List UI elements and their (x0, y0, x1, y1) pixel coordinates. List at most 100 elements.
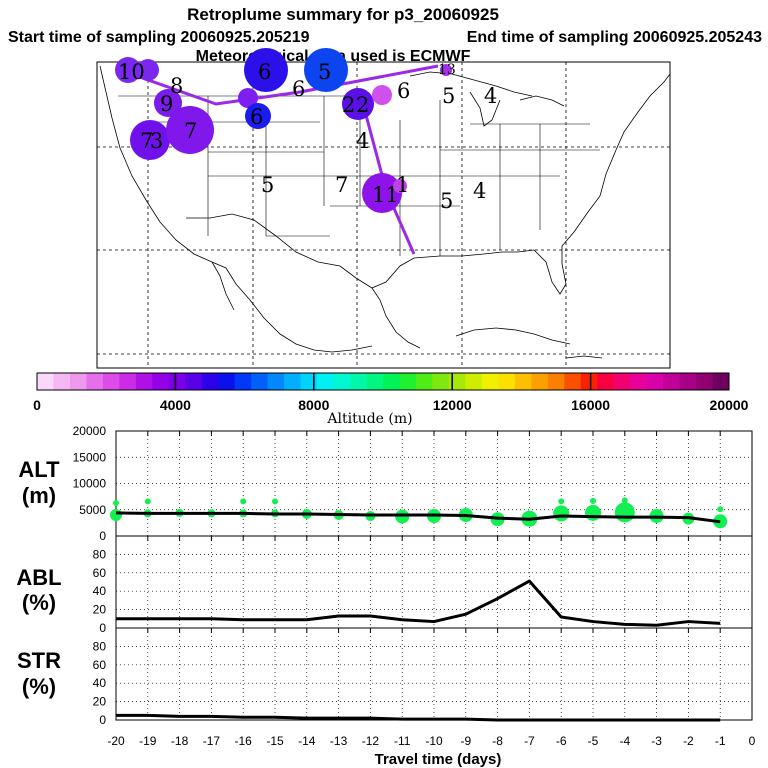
map-coastlines (99, 65, 671, 359)
x-tick-label: -16 (235, 734, 253, 748)
plume-marker (238, 88, 258, 108)
x-tick-label: 0 (749, 734, 756, 748)
altitude-cluster-point (614, 502, 635, 523)
x-tick-label: -11 (394, 734, 411, 748)
colorbar-swatch (317, 373, 335, 390)
colorbar-swatch (251, 373, 269, 390)
plume-marker (166, 106, 214, 154)
plume-marker (372, 85, 392, 105)
altitude-cluster-point-secondary (240, 498, 247, 505)
colorbar-tick-label: 16000 (571, 397, 610, 413)
y-tick-label: 20 (93, 603, 107, 617)
y-tick-label: 15000 (73, 450, 107, 464)
x-tick-label: -13 (330, 734, 348, 748)
colorbar-swatch (284, 373, 302, 390)
colorbar-swatch (597, 373, 615, 390)
x-tick-label: -14 (298, 734, 316, 748)
colorbar-swatch (383, 373, 400, 390)
colorbar-swatch (86, 373, 104, 390)
plume-label-5a: 5 (318, 60, 331, 84)
colorbar-swatch (481, 373, 499, 390)
colorbar-swatch (465, 373, 483, 390)
plume-marker (154, 89, 182, 117)
plume-marker (115, 57, 141, 83)
plume-label-9: 9 (160, 92, 173, 116)
colorbar-tick-label: 4000 (160, 397, 191, 413)
x-tick-label: -9 (460, 734, 471, 748)
plume-label-13: 13 (438, 62, 456, 78)
altitude-cluster-point (585, 504, 601, 521)
plume-labels: 10 8 9 7 3 7 6 6 6 5 2 2 6 5 4 4 5 7 11 … (118, 60, 497, 213)
x-tick-label: -5 (588, 734, 599, 748)
plume-label-2b: 2 (356, 93, 369, 117)
colorbar-swatch (185, 373, 203, 390)
plume-label-4c: 4 (473, 179, 486, 203)
plume-map: 10 8 9 7 3 7 6 6 6 5 2 2 6 5 4 4 5 7 11 … (96, 48, 671, 369)
plume-label-3: 3 (150, 129, 163, 153)
colorbar-frame (36, 372, 730, 391)
plume-marker (130, 120, 170, 160)
colorbar-swatch (564, 373, 582, 390)
plume-label-5c: 5 (261, 173, 274, 197)
y-tick-label: 0 (99, 529, 106, 543)
plume-marker (244, 48, 288, 92)
colorbar-swatch (580, 373, 598, 390)
panel-str: 0 20 40 60 80 STR(%) (17, 627, 753, 727)
x-tick-label: -6 (556, 734, 567, 748)
plume-label-11: 11 (372, 183, 399, 207)
plume-marker (393, 179, 407, 193)
series-line-alt (115, 511, 721, 524)
plume-marker (245, 103, 271, 129)
plume-marker (440, 64, 452, 76)
plume-marker (137, 59, 159, 81)
plume-label-6a: 6 (258, 60, 271, 84)
colorbar-swatch (152, 373, 170, 390)
panel-ylabel-unit: (%) (22, 590, 56, 615)
colorbar-swatch (37, 373, 54, 390)
colorbar-swatch (135, 373, 153, 390)
plume-label-6c: 6 (250, 105, 263, 129)
x-tick-label: -17 (203, 734, 221, 748)
altitude-cluster-point (110, 509, 122, 521)
y-tick-label: 80 (93, 547, 107, 561)
colorbar-swatch (234, 373, 252, 390)
altitude-cluster-point-secondary (272, 498, 278, 505)
colorbar-tick-label: 20000 (710, 397, 749, 413)
plume-label-7a: 7 (140, 129, 153, 153)
panel-abl: 0 20 40 60 80 ABL(%) (16, 535, 753, 635)
colorbar-tick-label: 8000 (298, 397, 329, 413)
figure-title: Retroplume summary for p3_20060925 (187, 5, 499, 24)
colorbar-swatch (498, 373, 516, 390)
plume-marker (362, 173, 402, 213)
x-axis-label: Travel time (days) (375, 751, 502, 768)
plume-label-10: 10 (118, 60, 145, 84)
colorbar-swatch (613, 373, 631, 390)
altitude-cluster-point (553, 505, 570, 522)
altitude-cluster-point-secondary (621, 497, 628, 504)
colorbar-swatch (531, 373, 549, 390)
colorbar-swatch (218, 373, 236, 390)
panel-ylabel: ALT (18, 457, 60, 482)
x-tick-label: -8 (492, 734, 503, 748)
start-time-label: Start time of sampling 20060925.205219 (8, 29, 310, 46)
colorbar-swatch (547, 373, 565, 390)
colorbar-swatch (69, 373, 87, 390)
colorbar-swatch (333, 373, 351, 390)
y-tick-label: 40 (93, 676, 107, 690)
colorbar-tick-label: 0 (33, 397, 41, 413)
colorbar-swatch (679, 373, 697, 390)
y-tick-label: 40 (93, 584, 107, 598)
series-line-str (116, 713, 721, 722)
plume-marker (304, 48, 348, 92)
colorbar-swatch (448, 373, 466, 390)
plume-label-6d: 6 (397, 79, 410, 103)
colorbar-swatch (432, 373, 450, 390)
colorbar-swatch (300, 373, 318, 390)
panel-frame (115, 627, 753, 721)
colorbar-title: Altitude (m) (326, 411, 412, 427)
colorbar-swatch (514, 373, 532, 390)
y-tick-label: 80 (93, 639, 107, 653)
altitude-cluster-point-secondary (113, 500, 119, 506)
plume-label-8: 8 (170, 74, 183, 98)
plume-label-4b: 4 (356, 129, 369, 153)
